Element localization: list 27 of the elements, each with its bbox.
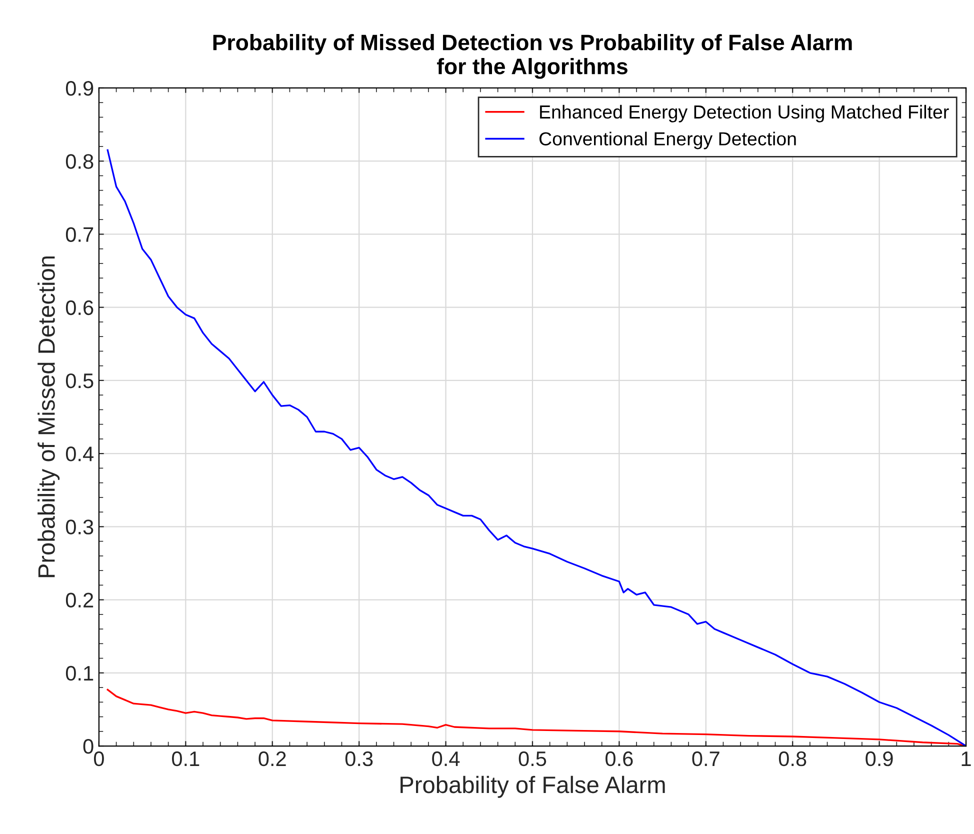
x-tick-label: 0.2	[258, 751, 286, 766]
y-tick-label: 0.8	[66, 154, 94, 169]
x-tick-label: 0.1	[172, 751, 200, 766]
x-tick-label: 0.9	[866, 751, 893, 766]
x-tick-label: 0.3	[345, 751, 373, 766]
x-tick-label: 0.6	[606, 751, 633, 766]
legend-label: Enhanced Energy Detection Using Matched Filter	[540, 104, 949, 122]
x-tick-label: 0	[94, 751, 104, 766]
x-tick-label: 0.4	[432, 751, 460, 766]
y-tick-label: 0.7	[66, 227, 94, 242]
y-axis-title: Probability of Missed Detection	[38, 256, 60, 578]
y-tick-label: 0.3	[66, 520, 94, 534]
y-tick-label: 0.1	[66, 666, 94, 681]
x-tick-label: 0.8	[778, 751, 806, 766]
y-tick-label: 0.4	[66, 446, 94, 462]
x-tick-label: 1	[962, 752, 971, 766]
y-tick-label: 0.6	[66, 300, 94, 316]
y-tick-label: 0.9	[66, 80, 94, 96]
x-tick-label: 0.5	[518, 751, 546, 766]
legend-label: Conventional Energy Detection	[539, 132, 796, 150]
x-axis-title: Probability of False Alarm	[400, 776, 665, 798]
x-tick-label: 0.7	[692, 751, 720, 766]
y-tick-label: 0.5	[66, 373, 94, 388]
y-tick-label: 0.2	[66, 592, 94, 608]
line-series	[106, 149, 966, 746]
y-tick-label: 0	[83, 739, 94, 754]
chart-title: Probability of Missed Detection vs Probability of False Alarm for the Algorithms	[213, 34, 852, 79]
